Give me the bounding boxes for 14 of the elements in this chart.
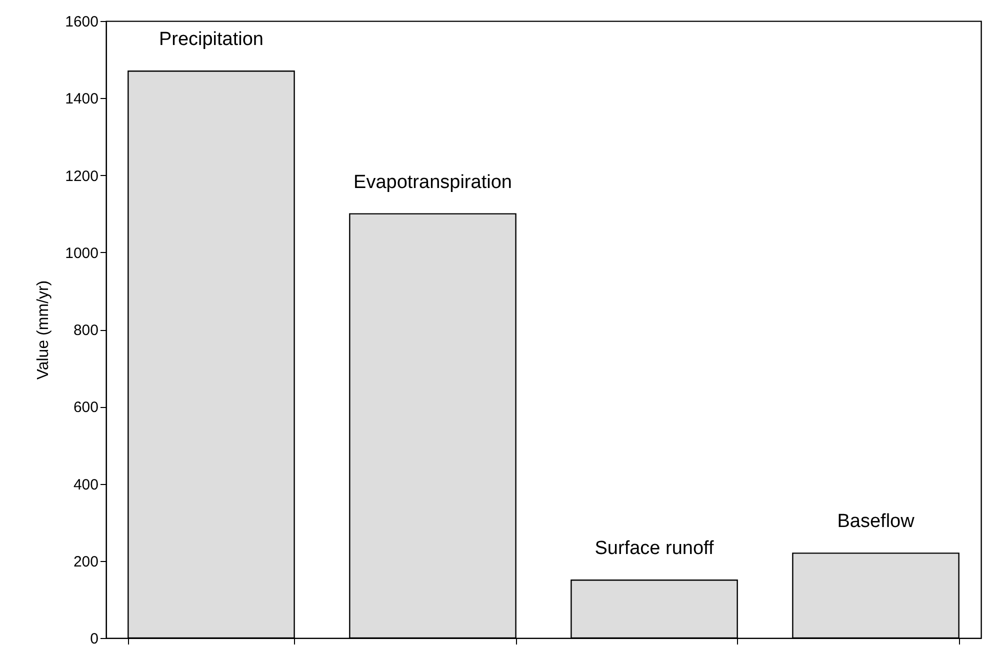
x-tick-label: Surface runoff bbox=[594, 538, 714, 560]
y-tick-label: 1200 bbox=[65, 168, 98, 185]
y-tick-label: 1000 bbox=[65, 244, 98, 262]
y-tick-label: 1400 bbox=[65, 90, 98, 108]
y-tick-label: 200 bbox=[73, 553, 98, 570]
x-tick-label: Baseflow bbox=[837, 511, 915, 532]
x-tick-label: Precipitation bbox=[158, 29, 264, 50]
x-tick-label: Evapotranspiration bbox=[354, 172, 512, 193]
y-tick-label: 600 bbox=[73, 399, 98, 416]
y-tick-label: 0 bbox=[90, 630, 98, 647]
y-axis-title: Value (mm/yr) bbox=[35, 280, 52, 380]
y-tick-label: 800 bbox=[73, 322, 98, 339]
y-tick-label: 400 bbox=[73, 476, 98, 494]
y-tick-label: 1600 bbox=[65, 14, 98, 30]
